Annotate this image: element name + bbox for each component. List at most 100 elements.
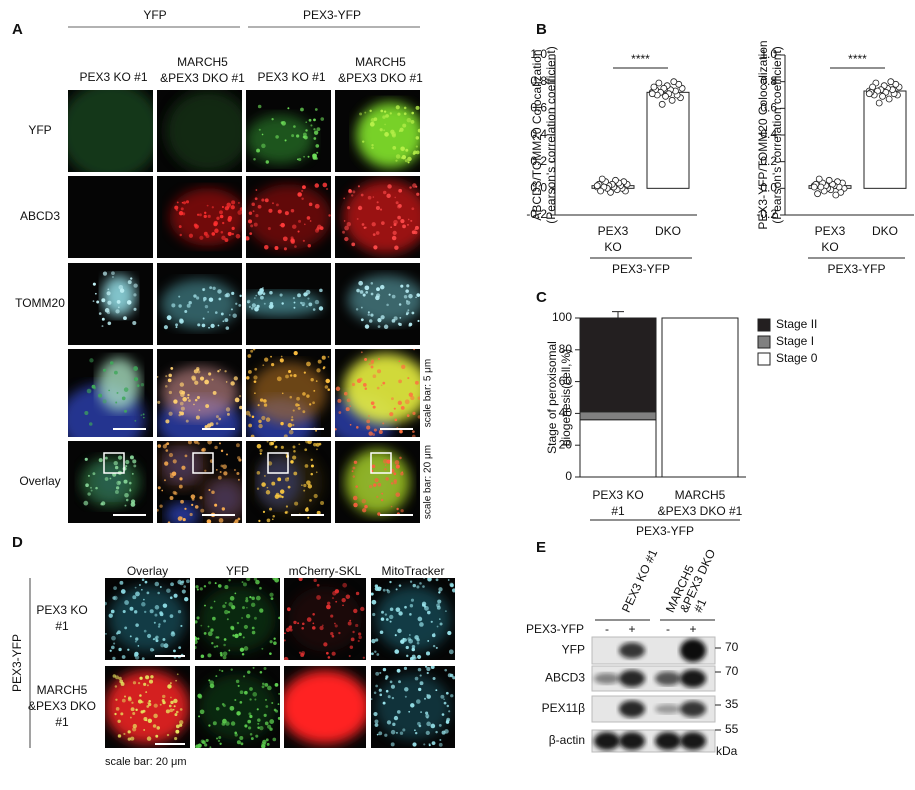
puncta [224, 609, 229, 615]
puncta [430, 723, 436, 729]
puncta [431, 633, 436, 638]
puncta [369, 121, 375, 127]
puncta [360, 606, 365, 612]
puncta [195, 639, 198, 645]
puncta [400, 509, 404, 513]
puncta [246, 410, 251, 416]
y-tick-label: 0.2 [530, 154, 547, 168]
puncta [238, 201, 240, 204]
puncta [143, 682, 147, 686]
y-tick-label: 0.8 [760, 74, 777, 88]
puncta [196, 616, 200, 620]
puncta [233, 468, 236, 471]
puncta [425, 730, 430, 735]
puncta [417, 667, 422, 672]
puncta [127, 648, 130, 651]
puncta [335, 428, 337, 431]
micrograph-content [284, 670, 366, 744]
puncta [318, 306, 324, 311]
puncta [419, 622, 424, 627]
puncta [101, 501, 106, 506]
puncta [262, 287, 264, 289]
puncta [249, 714, 253, 719]
puncta [314, 108, 318, 111]
puncta [279, 293, 283, 297]
puncta [234, 731, 238, 735]
puncta [373, 117, 378, 121]
puncta [352, 495, 358, 501]
label: **** [631, 52, 650, 66]
puncta [358, 280, 364, 286]
puncta [394, 196, 397, 199]
puncta [284, 211, 289, 216]
puncta [199, 235, 204, 240]
puncta [133, 377, 139, 382]
puncta [267, 685, 272, 691]
puncta [253, 616, 257, 620]
puncta [186, 303, 191, 308]
puncta [205, 404, 210, 409]
puncta [175, 326, 178, 329]
puncta [373, 483, 377, 487]
puncta [447, 579, 450, 581]
puncta [294, 501, 299, 506]
puncta [246, 578, 251, 582]
puncta [444, 610, 447, 613]
puncta [374, 719, 379, 724]
puncta [207, 653, 212, 658]
puncta [129, 635, 132, 638]
puncta [312, 612, 315, 616]
puncta [235, 233, 241, 239]
signal [343, 180, 420, 254]
puncta [145, 675, 150, 680]
puncta [330, 614, 334, 618]
puncta [310, 378, 314, 382]
puncta [235, 679, 240, 684]
puncta [269, 719, 275, 724]
puncta [279, 489, 285, 494]
puncta [179, 723, 183, 727]
puncta [140, 383, 145, 387]
puncta [277, 703, 280, 706]
puncta [391, 696, 395, 700]
puncta [278, 616, 280, 620]
puncta [433, 632, 436, 635]
puncta [406, 654, 409, 658]
puncta [241, 581, 244, 584]
puncta [253, 297, 256, 299]
panel-label: D [12, 534, 23, 551]
puncta [247, 719, 252, 724]
puncta [277, 716, 280, 720]
puncta [229, 596, 235, 601]
puncta [292, 423, 295, 427]
puncta [105, 633, 107, 635]
puncta [301, 626, 304, 630]
puncta [147, 718, 153, 723]
puncta [259, 452, 262, 455]
puncta [154, 605, 160, 610]
puncta [289, 374, 293, 377]
puncta [415, 145, 418, 148]
puncta [395, 464, 400, 469]
puncta [262, 292, 266, 296]
puncta [267, 226, 271, 231]
label: PEX3-YFP [612, 262, 670, 276]
y-tick-label: 100 [552, 310, 572, 324]
puncta [405, 148, 409, 152]
puncta [204, 469, 207, 472]
puncta [361, 498, 367, 504]
puncta [203, 214, 207, 219]
puncta [163, 325, 168, 330]
puncta [380, 498, 384, 502]
puncta [216, 216, 220, 220]
puncta [411, 311, 415, 315]
puncta [284, 639, 286, 642]
puncta [248, 211, 253, 215]
puncta [414, 731, 418, 735]
puncta [381, 492, 384, 495]
puncta [351, 242, 356, 247]
puncta [269, 441, 273, 446]
puncta [157, 486, 161, 490]
puncta [254, 392, 256, 394]
puncta [290, 418, 294, 422]
